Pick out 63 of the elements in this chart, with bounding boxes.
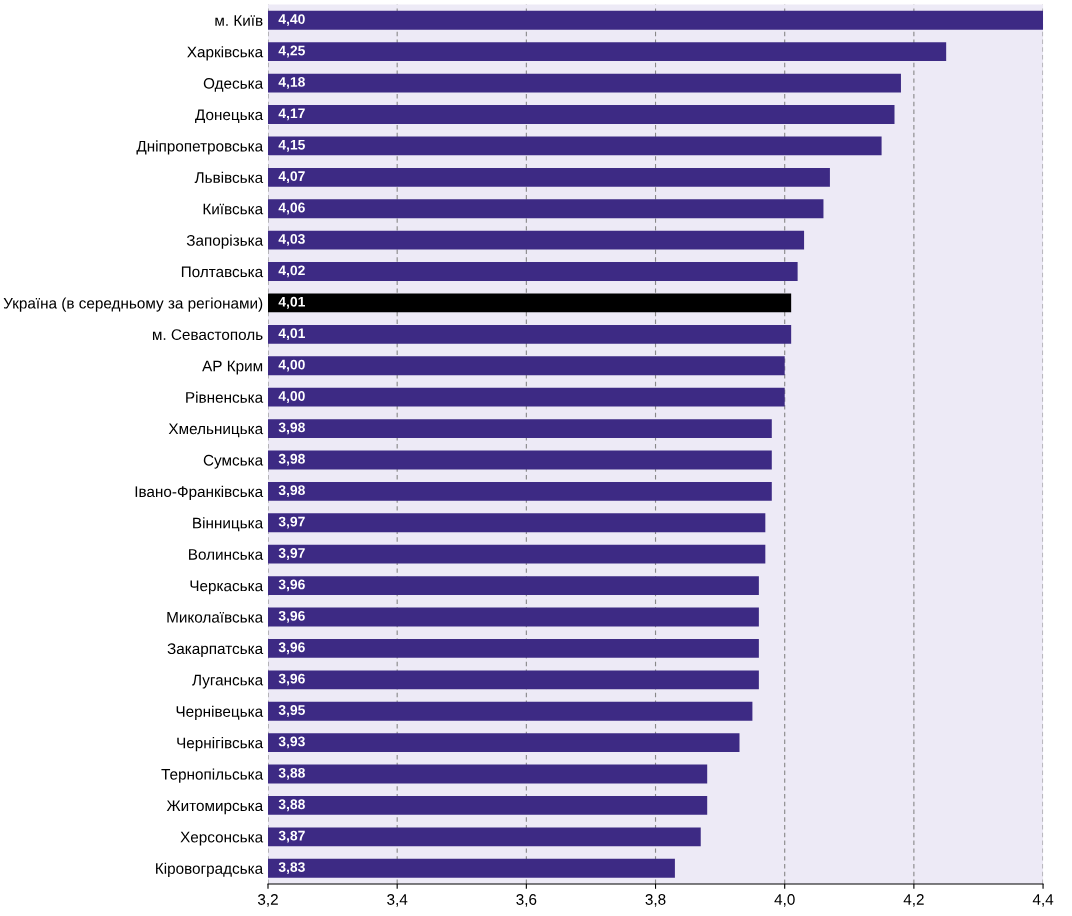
data-label: 4,01 xyxy=(278,296,305,309)
x-tick-label: 4,0 xyxy=(774,894,795,907)
data-label: 3,88 xyxy=(278,767,305,780)
x-tick-label: 3,2 xyxy=(257,894,278,907)
data-label: 4,03 xyxy=(278,234,305,246)
data-label: 3,95 xyxy=(278,705,305,717)
data-label: 4,15 xyxy=(278,139,305,152)
y-tick-label: Закарпатська xyxy=(167,643,264,658)
data-label: 3,96 xyxy=(278,642,305,655)
y-tick-label: АР Крим xyxy=(202,360,263,375)
y-tick-label: Івано-Франківська xyxy=(135,485,264,501)
x-tick-label: 4,2 xyxy=(903,894,924,907)
data-label: 4,00 xyxy=(278,359,305,372)
data-label: 4,06 xyxy=(278,202,305,215)
data-label: 3,98 xyxy=(278,485,305,498)
y-tick-label: м. Севастополь xyxy=(152,329,263,341)
data-label: 4,01 xyxy=(278,328,305,341)
y-tick-label: Черкаська xyxy=(190,580,264,595)
data-label: 4,07 xyxy=(278,171,305,184)
y-tick-label: Миколаївська xyxy=(167,612,264,623)
data-label: 4,00 xyxy=(278,391,305,403)
data-label: 4,25 xyxy=(278,45,305,58)
x-tick-label: 3,4 xyxy=(387,894,408,907)
y-tick-label: Україна (в середньому за регіонами) xyxy=(3,297,263,312)
data-label: 3,97 xyxy=(278,548,305,560)
y-tick-label: Запорізька xyxy=(186,234,264,249)
y-tick-label: м. Київ xyxy=(215,15,263,26)
data-label: 4,02 xyxy=(278,265,305,278)
y-tick-label: Одеська xyxy=(203,77,264,92)
data-label: 3,96 xyxy=(278,579,305,592)
data-label: 3,97 xyxy=(278,516,305,529)
data-label: 3,96 xyxy=(278,673,305,686)
y-tick-label: Харківська xyxy=(187,46,264,61)
y-tick-label: Київська xyxy=(203,203,264,215)
y-tick-label: Сумська xyxy=(203,454,264,469)
data-label: 4,40 xyxy=(278,14,305,27)
data-label: 3,87 xyxy=(278,830,305,843)
data-label: 4,18 xyxy=(278,76,305,89)
data-label: 3,83 xyxy=(278,862,305,874)
y-tick-label: Донецька xyxy=(195,109,264,124)
x-tick-label: 3,8 xyxy=(645,894,666,907)
y-tick-label: Волинська xyxy=(189,549,264,560)
data-label: 3,93 xyxy=(278,736,305,749)
y-tick-label: Чернівецька xyxy=(176,705,264,720)
data-label: 3,98 xyxy=(278,422,305,435)
x-tick-label: 4,4 xyxy=(1032,894,1054,907)
y-tick-label: Тернопільська xyxy=(161,768,264,783)
data-label: 3,98 xyxy=(278,453,305,466)
y-tick-label: Хмельницька xyxy=(168,423,264,438)
data-label: 3,96 xyxy=(278,610,305,623)
y-tick-label: Луганська xyxy=(192,674,264,689)
y-tick-label: Львівська xyxy=(194,171,264,183)
data-label: 4,17 xyxy=(278,108,305,121)
y-tick-label: Кіровоградська xyxy=(156,862,264,877)
y-tick-label: Дніпропетровська xyxy=(136,140,264,155)
y-tick-label: Житомирська xyxy=(166,800,264,815)
y-tick-label: Чернігівська xyxy=(177,737,264,752)
y-tick-label: Рівненська xyxy=(186,391,264,403)
y-tick-label: Полтавська xyxy=(181,266,264,278)
y-tick-label: Херсонська xyxy=(180,831,264,846)
y-tick-label: Вінницька xyxy=(193,517,264,532)
x-tick-label: 3,6 xyxy=(516,894,537,907)
data-label: 3,88 xyxy=(278,799,305,812)
